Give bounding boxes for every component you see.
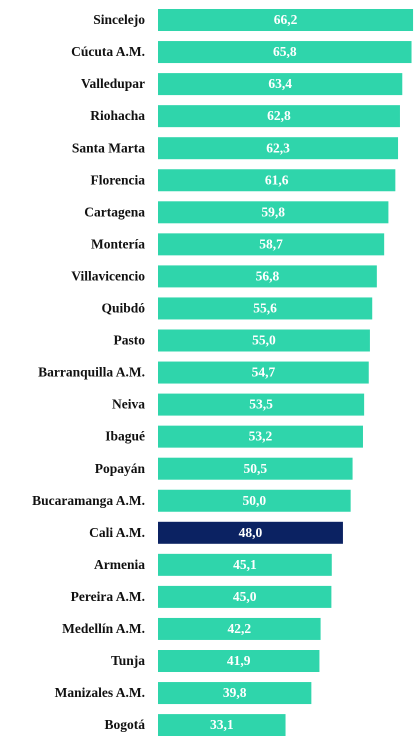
value-label: 54,7 [252, 365, 276, 380]
bar [158, 201, 389, 224]
value-label: 45,1 [233, 557, 257, 572]
value-label: 55,6 [253, 301, 277, 316]
value-label: 56,8 [256, 268, 280, 283]
value-label: 53,2 [249, 429, 273, 444]
value-label: 59,8 [261, 204, 285, 219]
value-label: 48,0 [239, 525, 263, 540]
category-label: Popayán [95, 461, 146, 476]
bar [158, 650, 320, 672]
value-label: 50,5 [243, 461, 267, 476]
bar [158, 521, 343, 544]
value-label: 55,0 [252, 333, 276, 348]
value-label: 53,5 [249, 397, 273, 412]
bar [158, 137, 399, 160]
category-label: Cartagena [84, 204, 145, 219]
bar [158, 41, 412, 64]
bar [158, 457, 353, 480]
bar [158, 233, 385, 256]
category-label: Pereira A.M. [71, 589, 145, 604]
value-label: 66,2 [274, 12, 298, 27]
category-label: Montería [91, 236, 145, 251]
value-label: 58,7 [259, 236, 283, 251]
category-label: Cali A.M. [89, 525, 145, 540]
value-label: 41,9 [227, 653, 251, 668]
bar [158, 361, 369, 384]
category-label: Valledupar [81, 76, 145, 91]
category-label: Sincelejo [93, 12, 145, 27]
bar [158, 553, 332, 576]
value-label: 62,3 [266, 140, 290, 155]
bar [158, 585, 332, 608]
category-label: Santa Marta [72, 140, 145, 155]
bar [158, 714, 286, 736]
value-label: 45,0 [233, 589, 257, 604]
bar [158, 617, 321, 640]
category-label: Barranquilla A.M. [38, 365, 145, 380]
bar [158, 682, 312, 705]
category-label: Armenia [94, 557, 145, 572]
category-label: Medellín A.M. [62, 621, 145, 636]
value-label: 50,0 [243, 493, 267, 508]
category-label: Bogotá [105, 717, 146, 732]
category-label: Manizales A.M. [55, 685, 145, 700]
category-label: Cúcuta A.M. [71, 44, 145, 59]
bar [158, 73, 403, 96]
value-label: 33,1 [210, 717, 234, 732]
category-label: Bucaramanga A.M. [32, 493, 145, 508]
category-label: Tunja [111, 653, 145, 668]
bar [158, 9, 414, 31]
bar [158, 105, 400, 128]
category-label: Villavicencio [71, 268, 145, 283]
category-label: Neiva [112, 397, 145, 412]
bar [158, 297, 373, 320]
value-label: 42,2 [227, 621, 251, 636]
value-label: 63,4 [268, 76, 292, 91]
value-label: 65,8 [273, 44, 297, 59]
category-label: Riohacha [90, 108, 145, 123]
value-label: 62,8 [267, 108, 291, 123]
bar [158, 393, 365, 416]
category-label: Quibdó [101, 301, 145, 316]
bar [158, 425, 363, 448]
value-label: 39,8 [223, 685, 247, 700]
value-label: 61,6 [265, 172, 289, 187]
bar [158, 329, 370, 352]
bar [158, 169, 396, 192]
category-label: Florencia [91, 172, 146, 187]
bar [158, 489, 351, 512]
category-label: Pasto [114, 333, 146, 348]
bar [158, 265, 377, 288]
category-label: Ibagué [105, 429, 145, 444]
